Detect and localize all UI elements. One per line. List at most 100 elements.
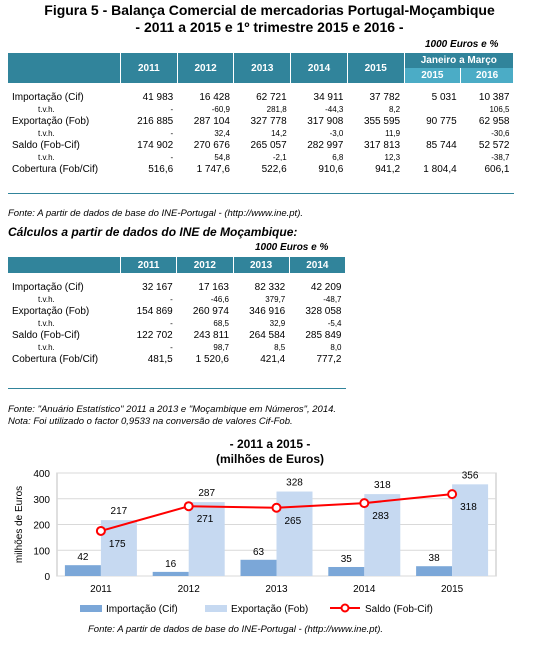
table-cell: 98,7 — [213, 342, 229, 352]
table-cell: 287 104 — [193, 115, 230, 127]
table-cell: 5 031 — [431, 91, 457, 103]
table-cell: 17 163 — [198, 281, 229, 293]
row-label: Saldo (Fob-Cif) — [12, 329, 80, 341]
table-cell: -38,7 — [491, 152, 510, 162]
table-cell — [404, 127, 461, 139]
table-cell: 346 916 — [249, 305, 286, 317]
table-cell: 62 958 — [478, 115, 510, 127]
table-row: t.v.h. - 54,8 -2,1 6,8 12,3 -38,7 — [8, 151, 514, 163]
export-bar — [452, 484, 489, 576]
table1-year-header: 2014 — [290, 53, 348, 83]
table-cell: 285 849 — [305, 329, 342, 341]
row-label: Importação (Cif) — [12, 91, 84, 103]
export-bar — [188, 502, 225, 576]
saldo-point — [183, 501, 194, 512]
table-cell: 34 911 — [313, 91, 344, 103]
saldo-data-label: 175 — [109, 539, 126, 550]
table-cell: -5,4 — [327, 318, 342, 328]
table-cell: 8,0 — [330, 342, 342, 352]
figure-title-line1: Figura 5 - Balança Comercial de mercador… — [44, 2, 495, 18]
import-data-label: 38 — [429, 553, 441, 564]
table-cell: 6,8 — [332, 152, 344, 162]
table-row: Importação (Cif) 32 167 17 163 82 332 42 209 — [8, 281, 346, 293]
table-cell: 516,6 — [148, 163, 174, 175]
y-axis-label: milhões de Euros — [14, 486, 25, 563]
table-cell: 264 584 — [249, 329, 286, 341]
table-cell: 154 869 — [136, 305, 173, 317]
legend-import-label: Importação (Cif) — [106, 604, 178, 615]
table-cell: - — [170, 342, 173, 352]
table1-year-header: 2012 — [177, 53, 235, 83]
table-row: Importação (Cif) 41 983 16 428 62 721 34 911… — [8, 91, 514, 103]
import-bar — [416, 566, 453, 576]
table-cell: 32,9 — [269, 318, 286, 328]
table-cell: 90 775 — [426, 115, 457, 127]
table-cell: 122 702 — [136, 329, 173, 341]
table-cell: 52 572 — [478, 139, 510, 151]
saldo-point — [95, 525, 106, 536]
table-cell: 42 209 — [310, 281, 342, 293]
table-cell: 941,2 — [375, 163, 401, 175]
table-row: Cobertura (Fob/Cif) 516,6 1 747,6 522,6 910,… — [8, 163, 514, 175]
table-row: t.v.h. - 32,4 14,2 -3,0 11,9 -30,6 — [8, 127, 514, 139]
source-note-3: Fonte: A partir de dados de base do INE-… — [88, 624, 384, 635]
import-data-label: 63 — [253, 547, 265, 558]
chart-title: - 2011 a 2015 - — [230, 437, 311, 451]
source-note-1: Fonte: A partir de dados de base do INE-… — [8, 208, 304, 219]
table-cell: 327 778 — [250, 115, 287, 127]
import-data-label: 42 — [77, 552, 89, 563]
table-cell: 37 782 — [369, 91, 401, 103]
table-cell: 1 804,4 — [423, 163, 457, 175]
trade-table-portugal: 2011 2012 2013 2014 2015 Janeiro a Março 2015 2… — [8, 53, 515, 175]
table-row: t.v.h. - 68,5 32,9 -5,4 — [8, 317, 346, 329]
saldo-data-label: 283 — [372, 511, 389, 522]
export-data-label: 217 — [111, 506, 128, 517]
import-data-label: 35 — [341, 554, 353, 565]
table-row: Saldo (Fob-Cif) 122 702 243 811 264 584 285 … — [8, 329, 346, 341]
table-cell: 379,7 — [265, 294, 286, 304]
row-label: Exportação (Fob) — [12, 115, 90, 127]
table-cell: 62 721 — [256, 91, 287, 103]
export-data-label: 356 — [462, 470, 479, 481]
table2-year-header: 2012 — [176, 257, 234, 273]
table-cell: 8,5 — [274, 342, 286, 352]
import-bar — [64, 565, 101, 576]
chart-subtitle: (milhões de Euros) — [216, 452, 324, 466]
figure-title-line2: - 2011 a 2015 e 1º trimestre 2015 e 2016… — [135, 19, 404, 35]
export-data-label: 328 — [286, 478, 303, 489]
table-cell: -60,9 — [211, 104, 230, 114]
table-cell: 606,1 — [484, 163, 510, 175]
row-label: Cobertura (Fob/Cif) — [12, 353, 99, 365]
row-label: t.v.h. — [38, 128, 55, 138]
saldo-point — [359, 498, 370, 509]
table1-units: 1000 Euros e % — [425, 39, 499, 50]
table-cell: -46,6 — [210, 294, 229, 304]
row-label: Saldo (Fob-Cif) — [12, 139, 80, 151]
table2-bottom-rule — [8, 388, 346, 389]
saldo-point — [271, 502, 282, 513]
table-cell — [404, 103, 461, 115]
table-cell: -30,6 — [491, 128, 510, 138]
table-cell: 281,8 — [266, 104, 287, 114]
table-cell: 1 747,6 — [196, 163, 230, 175]
table-cell: 282 997 — [307, 139, 344, 151]
row-label: t.v.h. — [38, 104, 55, 114]
saldo-data-label: 265 — [285, 516, 302, 527]
legend-import-swatch — [80, 605, 102, 612]
table-cell: 777,2 — [316, 353, 342, 365]
export-data-label: 287 — [198, 488, 215, 499]
legend-export-swatch — [205, 605, 227, 612]
table1-year-header: 2011 — [120, 53, 178, 83]
table-cell: 10 387 — [478, 91, 510, 103]
table-cell: -2,1 — [272, 152, 287, 162]
table-cell: 355 595 — [363, 115, 401, 127]
row-label: t.v.h. — [38, 152, 55, 162]
table-cell: 317 908 — [307, 115, 344, 127]
export-bar — [276, 491, 313, 576]
table-cell: 14,2 — [271, 128, 287, 138]
table-row: t.v.h. - -60,9 281,8 -44,3 8,2 106,5 — [8, 103, 514, 115]
table-cell: 910,6 — [318, 163, 344, 175]
table-cell: -48,7 — [323, 294, 342, 304]
row-label: Importação (Cif) — [12, 281, 84, 293]
import-bar — [240, 559, 277, 576]
